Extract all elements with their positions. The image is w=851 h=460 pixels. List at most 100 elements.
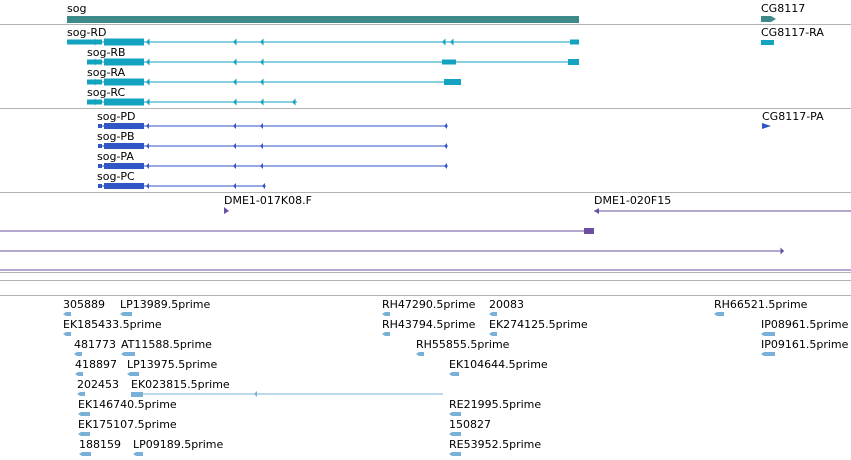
est-label[interactable]: IP08961.5prime	[761, 318, 849, 331]
exon	[442, 59, 456, 65]
cds-block	[104, 183, 144, 189]
protein-label-sog-pd[interactable]: sog-PD	[97, 110, 136, 123]
est-label[interactable]: EK175107.5prime	[78, 418, 177, 431]
strand-arrow	[260, 78, 264, 86]
est-label[interactable]: RH66521.5prime	[714, 298, 808, 311]
gene-label-sog[interactable]: sog	[67, 2, 87, 15]
cds-block	[98, 144, 102, 148]
gene-label-cg8117[interactable]: CG8117	[761, 2, 806, 15]
strand-arrow	[146, 123, 149, 129]
strand-arrow	[262, 183, 265, 189]
cds-block	[98, 184, 102, 188]
strand-arrow	[444, 143, 447, 149]
clone-label-017k08[interactable]: DME1-017K08.F	[224, 194, 312, 207]
strand-arrow	[233, 143, 236, 149]
strand-arrow	[92, 78, 96, 86]
est-mark	[382, 312, 390, 316]
strand-arrow	[260, 143, 263, 149]
est-mark	[761, 352, 775, 356]
est-label[interactable]: RH47290.5prime	[382, 298, 476, 311]
transcript-label-sog-rc[interactable]: sog-RC	[87, 86, 126, 99]
exon	[570, 39, 579, 45]
track-separator	[0, 108, 851, 109]
est-mark	[63, 332, 71, 336]
est-mark	[449, 432, 461, 436]
strand-arrow	[450, 38, 454, 46]
est-label[interactable]: 481773	[74, 338, 116, 351]
transcript-label-cg8117-ra[interactable]: CG8117-RA	[761, 26, 824, 39]
est-mark	[127, 372, 139, 376]
est-mark	[489, 312, 497, 316]
est-label[interactable]: 20083	[489, 298, 524, 311]
est-mark	[416, 352, 424, 356]
track-separator	[0, 24, 851, 25]
est-label[interactable]: 188159	[79, 438, 121, 451]
strand-arrow	[92, 38, 96, 46]
est-label[interactable]: EK146740.5prime	[78, 398, 177, 411]
strand-arrow	[260, 38, 264, 46]
est-label[interactable]: RE53952.5prime	[449, 438, 542, 451]
transcript-label-sog-ra[interactable]: sog-RA	[87, 66, 126, 79]
est-mark	[63, 312, 71, 316]
est-label[interactable]: LP09189.5prime	[133, 438, 224, 451]
est-mark	[74, 352, 82, 356]
est-label[interactable]: RH43794.5prime	[382, 318, 476, 331]
strand-arrow	[146, 98, 150, 106]
est-label[interactable]: LP13989.5prime	[120, 298, 211, 311]
track-separator	[0, 295, 851, 296]
strand-arrow	[444, 123, 447, 129]
est-mark	[449, 452, 461, 456]
gene-bar-cg8117	[771, 16, 776, 22]
est-mark	[78, 432, 90, 436]
est-mark	[78, 412, 90, 416]
track-separator	[0, 280, 851, 281]
est-label[interactable]: EK023815.5prime	[131, 378, 230, 391]
strand-arrow	[92, 58, 96, 66]
est-label[interactable]: EK274125.5prime	[489, 318, 588, 331]
strand-arrow	[233, 183, 236, 189]
est-label[interactable]: EK185433.5prime	[63, 318, 162, 331]
est-label[interactable]: AT11588.5prime	[121, 338, 212, 351]
est-mark	[77, 392, 85, 396]
strand-arrow	[780, 247, 784, 255]
protein-label-sog-pb[interactable]: sog-PB	[97, 130, 135, 143]
est-label[interactable]: RE21995.5prime	[449, 398, 542, 411]
est-mark	[121, 352, 135, 356]
transcript-label-sog-rb[interactable]: sog-RB	[87, 46, 126, 59]
strand-arrow	[442, 38, 446, 46]
clone-label-020f15[interactable]: DME1-020F15	[594, 194, 672, 207]
strand-arrow	[233, 163, 236, 169]
exon	[104, 58, 144, 66]
strand-arrow	[254, 391, 257, 397]
strand-arrow	[146, 78, 150, 86]
transcript-label-sog-rd[interactable]: sog-RD	[67, 26, 107, 39]
exon	[104, 78, 144, 86]
protein-label-cg8117-pa[interactable]: CG8117-PA	[762, 110, 824, 123]
est-label[interactable]: LP13975.5prime	[127, 358, 218, 371]
est-label[interactable]: 418897	[75, 358, 117, 371]
clone-marker	[584, 228, 594, 234]
protein-label-sog-pc[interactable]: sog-PC	[97, 170, 135, 183]
strand-arrow	[146, 143, 149, 149]
clone-marker	[594, 208, 599, 214]
cds-block	[98, 164, 102, 168]
est-mark	[75, 372, 83, 376]
est-mark	[120, 312, 132, 316]
est-mark	[79, 452, 91, 456]
est-label[interactable]: IP09161.5prime	[761, 338, 849, 351]
cds-block	[104, 123, 144, 129]
strand-arrow	[444, 163, 447, 169]
est-label[interactable]: 202453	[77, 378, 119, 391]
protein-label-sog-pa[interactable]: sog-PA	[97, 150, 134, 163]
exon	[444, 79, 461, 85]
est-label[interactable]: 150827	[449, 418, 491, 431]
est-mark	[449, 412, 461, 416]
strand-arrow	[233, 38, 237, 46]
est-mark	[714, 312, 724, 316]
est-label[interactable]: EK104644.5prime	[449, 358, 548, 371]
est-mark	[449, 372, 459, 376]
est-label[interactable]: RH55855.5prime	[416, 338, 510, 351]
est-label[interactable]: 305889	[63, 298, 105, 311]
track-separator	[0, 192, 851, 193]
